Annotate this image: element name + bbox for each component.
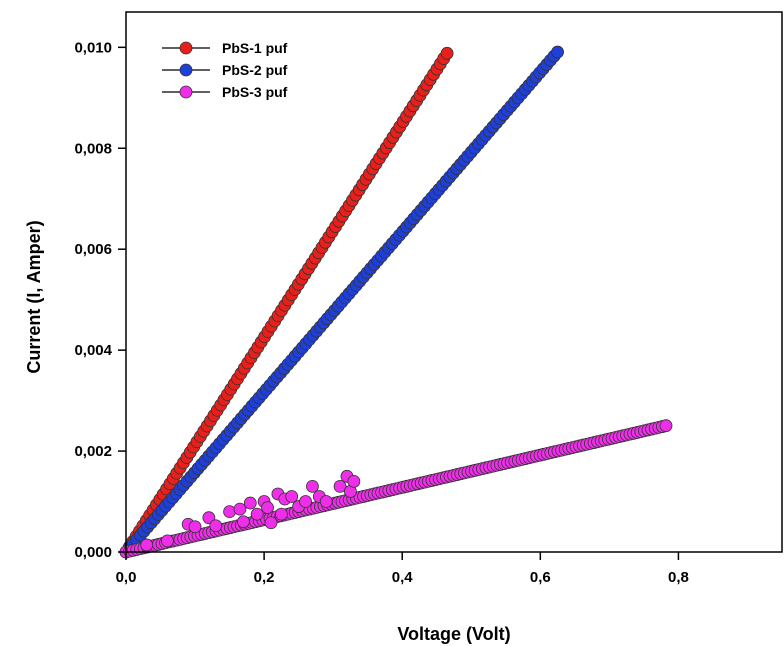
x-tick-label: 0,6 [530,569,551,586]
x-tick-label: 0,4 [392,569,414,586]
data-point [264,516,278,530]
x-axis-title: Voltage (Volt) [397,624,510,644]
legend-item-2: PbS-2 puf [162,62,288,78]
legend-label: PbS-3 puf [222,84,288,100]
y-tick-label: 0,008 [74,140,112,157]
legend-item-3: PbS-3 puf [162,84,288,100]
x-tick-label: 0,2 [254,569,275,586]
data-point [347,474,361,488]
x-tick-label: 0,0 [116,569,137,586]
data-point [140,538,154,552]
legend-label: PbS-2 puf [222,62,288,78]
y-tick-label: 0,000 [74,544,112,561]
data-point [261,501,274,514]
data-point [243,496,257,510]
legend: PbS-1 puf PbS-2 puf PbS-3 puf [162,40,288,100]
data-point [202,511,216,525]
y-tick-label: 0,006 [74,241,112,258]
data-point [551,45,564,59]
legend-item-1: PbS-1 puf [162,40,288,56]
data-point [209,519,223,533]
series-2 [119,45,564,559]
series-3 [119,419,673,559]
data-point [306,479,319,493]
data-point [299,495,312,508]
data-point [274,507,288,521]
legend-label: PbS-1 puf [222,40,288,56]
series-1 [119,46,454,559]
data-point [236,515,250,529]
y-tick-label: 0,004 [74,342,112,359]
data-point [188,520,202,534]
legend-marker [179,85,193,99]
data-point [233,502,247,516]
plot-area [119,45,673,559]
x-tick-label: 0,8 [668,569,689,586]
data-point [659,419,673,433]
data-point [285,490,299,503]
plot-frame [125,11,783,553]
data-point [161,534,174,548]
axes: 0,0 0,2 0,4 0,6 0,8 0,000 0,002 0,004 0,006 0,008… [74,11,783,586]
data-point [319,495,333,508]
y-axis-title: Current (I, Amper) [24,220,44,373]
legend-marker [179,41,193,55]
y-tick-label: 0,002 [74,443,112,460]
data-point [440,46,454,60]
y-tick-label: 0,010 [74,39,112,56]
data-point [333,479,347,493]
legend-marker [179,63,193,77]
data-point [250,507,264,521]
